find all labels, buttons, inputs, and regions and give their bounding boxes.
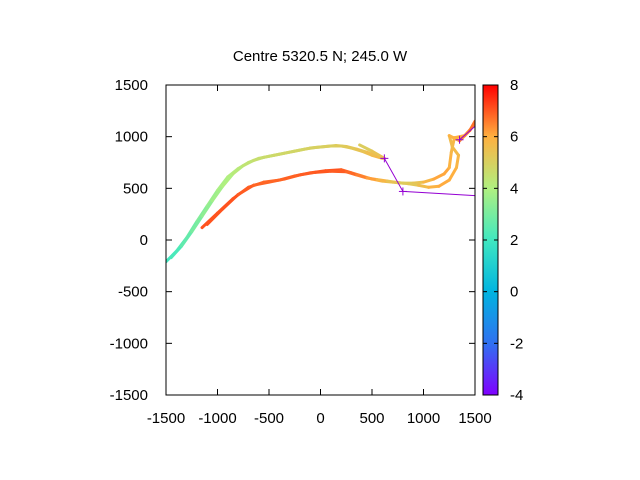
series-segment bbox=[355, 173, 369, 180]
series-segment bbox=[267, 177, 286, 184]
series-line bbox=[169, 143, 386, 260]
series-segment bbox=[252, 155, 266, 162]
series-segment bbox=[169, 244, 183, 260]
track-line-extra bbox=[459, 125, 475, 141]
series-segment bbox=[355, 147, 369, 154]
series-segment bbox=[200, 199, 214, 218]
series-segment bbox=[236, 183, 256, 197]
series-segment bbox=[447, 150, 453, 170]
colorbar-tick-label: -2 bbox=[510, 335, 523, 352]
y-tick-labels: -1500 -1000 -500 0 500 1000 1500 bbox=[110, 77, 148, 404]
series-segment bbox=[375, 178, 389, 183]
series-segment bbox=[241, 158, 256, 168]
series-segment bbox=[432, 172, 446, 181]
plot-area bbox=[166, 119, 475, 264]
series-segment bbox=[282, 149, 297, 155]
series-segment bbox=[427, 184, 441, 189]
series-segment bbox=[385, 179, 400, 185]
series-line bbox=[166, 144, 384, 264]
series-segment bbox=[411, 180, 425, 185]
x-tick-label: -500 bbox=[254, 410, 284, 427]
series-segment bbox=[262, 153, 276, 159]
colorbar-tick-labels: -4 -2 0 2 4 6 8 bbox=[483, 77, 523, 404]
series-segment bbox=[365, 176, 379, 182]
x-tick-label: 500 bbox=[359, 410, 384, 427]
series-segment bbox=[344, 170, 359, 177]
series-segment bbox=[422, 177, 436, 184]
series-segment bbox=[282, 173, 302, 181]
y-tick-label: -500 bbox=[118, 284, 148, 301]
series-segment bbox=[406, 182, 420, 187]
series-segment bbox=[447, 166, 458, 182]
series-segment bbox=[324, 143, 338, 148]
series-segment bbox=[344, 144, 359, 151]
y-tick-label: 0 bbox=[140, 232, 148, 249]
axis-ticks bbox=[165, 84, 476, 396]
series-segment bbox=[252, 180, 271, 187]
x-tick-label: 1000 bbox=[407, 410, 440, 427]
series-segment bbox=[329, 169, 348, 174]
colorbar-tick-label: -4 bbox=[510, 387, 523, 404]
series-segment bbox=[205, 207, 225, 226]
track-layer bbox=[380, 125, 475, 197]
series-segment bbox=[293, 147, 307, 153]
y-tick-label: -1500 bbox=[110, 387, 148, 404]
series-segment bbox=[216, 175, 230, 192]
chart-title: Centre 5320.5 N; 245.0 W bbox=[233, 48, 408, 65]
track-line bbox=[383, 158, 475, 197]
series-segment bbox=[370, 149, 386, 160]
colorbar-tick-label: 4 bbox=[510, 180, 518, 197]
plot-frame bbox=[165, 84, 476, 396]
series-segment bbox=[313, 144, 328, 150]
series-segment bbox=[468, 119, 475, 132]
y-tick-label: 1500 bbox=[115, 77, 148, 94]
series-segment bbox=[221, 193, 240, 211]
series-segment bbox=[396, 181, 410, 186]
series-segment bbox=[298, 170, 317, 177]
series-segment bbox=[313, 169, 333, 174]
colorbar-tick-label: 2 bbox=[510, 232, 518, 249]
series-line bbox=[358, 143, 386, 160]
series-segment bbox=[221, 172, 235, 188]
series-segment bbox=[231, 164, 245, 176]
series-segment bbox=[416, 183, 431, 189]
series-segment bbox=[190, 214, 204, 234]
x-tick-label: -1000 bbox=[198, 410, 236, 427]
x-tick-labels: -1500 -1000 -500 0 500 1000 1500 bbox=[147, 410, 492, 427]
series-segment bbox=[437, 178, 451, 188]
series-segment bbox=[450, 145, 461, 157]
y-tick-label: -1000 bbox=[110, 335, 148, 352]
series-segment bbox=[272, 151, 286, 157]
series-segment bbox=[365, 150, 379, 158]
series-segment bbox=[358, 143, 374, 153]
series-segment bbox=[303, 146, 317, 151]
x-tick-label: 1500 bbox=[458, 410, 491, 427]
series-line bbox=[205, 119, 475, 226]
series-segment bbox=[210, 184, 225, 203]
series-segment bbox=[179, 230, 194, 248]
x-tick-label: -1500 bbox=[147, 410, 185, 427]
series-segment bbox=[334, 143, 348, 148]
colorbar-tick-label: 8 bbox=[510, 77, 518, 94]
series-line bbox=[200, 122, 475, 230]
series-segment bbox=[454, 153, 461, 170]
x-tick-label: 0 bbox=[316, 410, 324, 427]
y-tick-label: 500 bbox=[123, 180, 148, 197]
y-tick-label: 1000 bbox=[115, 129, 148, 146]
colorbar-tick-label: 0 bbox=[510, 284, 518, 301]
colorbar-tick-label: 6 bbox=[510, 129, 518, 146]
